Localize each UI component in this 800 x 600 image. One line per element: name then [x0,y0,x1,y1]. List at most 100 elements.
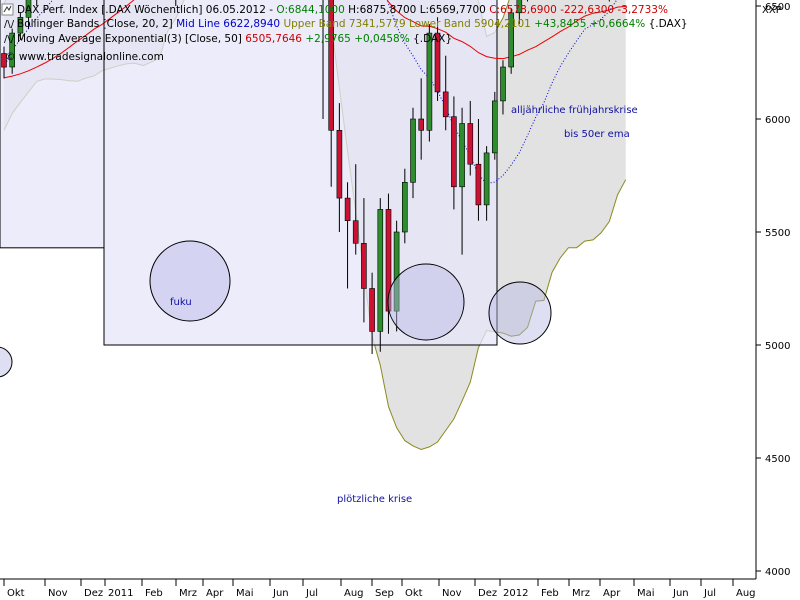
y-tick-label: 6500 [765,2,790,13]
candle [442,55,449,131]
header-segment: {.DAX} [649,18,688,30]
annotation-circle [387,263,465,341]
candle-body [393,231,400,312]
candle-body [369,288,375,332]
indicator-lines-layer [3,0,626,185]
candle [475,119,482,221]
candle [361,198,367,323]
candle [36,0,38,6]
annotation-circle [149,240,231,322]
annotation-fruehjahrskrise: alljährliche frühjahrskrise [511,105,638,116]
annotation-circle [0,346,13,378]
candle-body [475,163,482,206]
candle [401,168,408,244]
y-tick-label: 4500 [765,454,790,465]
candle [393,220,400,332]
candle [344,182,351,289]
x-tick-label: Okt [7,588,25,599]
header-segment: O:6844,1000 [276,4,348,16]
indicator-toggle-icon[interactable] [1,3,14,16]
candle-body [418,118,425,131]
header-segment: C:6578,6900 -222,6300 -3,2733% [489,4,668,16]
x-tick-label: 2011 [108,588,133,599]
copyright: © www.tradesignalonline.com [5,51,164,63]
x-tick-label: Mrz [572,588,590,599]
candle-body [25,0,32,18]
candle-body [508,12,515,68]
header-line-1: DAX Perf. Index [.DAX Wöchentlich] 06.05… [17,4,668,16]
x-tick-label: Apr [603,588,621,599]
annotation-circles-layer [0,240,552,378]
candle-body [459,123,465,188]
header-segment: Moving Average Exponential(3) [Close, 50… [17,33,245,45]
candle [418,78,425,160]
annotation-circle [488,281,552,345]
candle-body [467,123,474,165]
wave-icon: /\/ [4,19,15,30]
header-segment: H:6875,8700 L:6569,7700 [348,4,489,16]
candle-body [9,32,15,68]
x-tick-label: Mai [637,588,655,599]
candle-body [344,197,351,222]
candle [25,0,32,29]
candle-body [385,209,392,312]
candle-body [352,220,359,244]
x-tick-label: Nov [48,588,68,599]
candle [483,146,490,221]
candle-body [410,118,416,183]
header-segment: Upper Band 7341,5779 Lower Band 5904,210… [283,18,534,30]
header-segment: Bollinger Bands [Close, 20, 2] [17,18,176,30]
x-tick-label: Jun [672,588,689,599]
candle [500,60,506,115]
candle [434,17,441,101]
candle [9,28,15,74]
x-tick-label: Apr [206,588,224,599]
annotation-ploetzliche-krise: plötzliche krise [337,494,412,505]
candle [377,198,384,352]
ema-50-line [3,0,626,79]
candles-layer [1,0,610,355]
x-tick-label: Dez [84,588,103,599]
candle [459,107,465,255]
candle-body [434,32,441,93]
header-segment: +43,8455 +0,6664% [534,18,648,30]
x-tick-label: Jul [703,588,716,599]
candle-body [516,0,523,14]
x-tick-label: Feb [145,588,163,599]
x-tick-label: Okt [405,588,423,599]
annotation-bis-50er-ema: bis 50er ema [564,129,630,140]
candle-body [442,91,449,118]
header-segment: +2,9765 +0,0458% [305,33,413,45]
y-tick-label: 5000 [765,341,790,352]
x-tick-label: Aug [736,588,756,599]
header-line-3: Moving Average Exponential(3) [Close, 50… [17,33,452,45]
candle-body [483,152,490,206]
x-tick-label: Mai [236,588,254,599]
candle [410,107,416,199]
candle-body [336,130,343,199]
x-tick-label: Jul [305,588,318,599]
candle-body [1,53,7,68]
x-tick-label: Jun [272,588,289,599]
candle [336,103,343,232]
scale-label: XXP [762,5,782,16]
candle [508,8,515,74]
candle [328,0,335,187]
x-tick-label: Feb [541,588,559,599]
candle [17,12,24,40]
header-line-2: Bollinger Bands [Close, 20, 2] Mid Line … [17,18,688,30]
candle-body [500,66,506,102]
x-tick-label: Sep [375,588,394,599]
header-segment: {.DAX} [413,33,452,45]
x-tick-label: Dez [478,588,497,599]
candle-body [401,182,408,233]
candle-body [361,243,367,289]
candle-body [377,209,384,332]
x-tick-label: Nov [442,588,462,599]
candle [352,164,359,255]
x-tick-label: Mrz [179,588,197,599]
wave-icon: /\/ [4,34,15,45]
x-tick-label: 2012 [503,588,528,599]
